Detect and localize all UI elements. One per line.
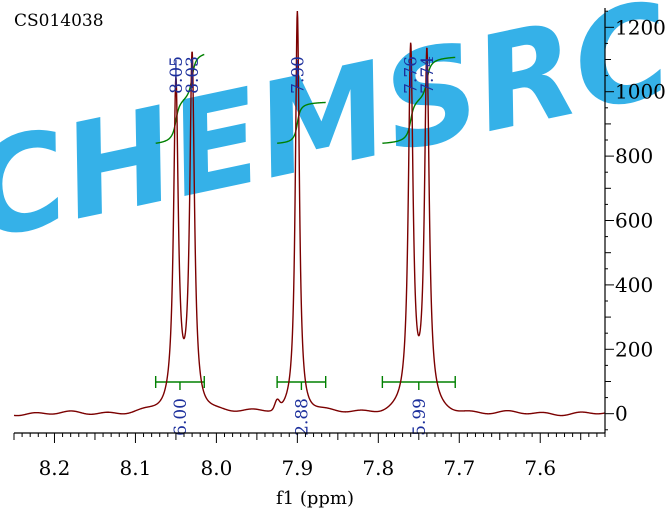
peak-label-3: 7.90 [288, 56, 308, 94]
y-axis: 0 200 400 600 800 1000 1200 [604, 8, 666, 433]
peak-label-layer: 8.058.03 7.90 7.767.74 [167, 56, 438, 94]
x-tick-label: 8.2 [39, 456, 71, 480]
spectrum-line [13, 10, 606, 417]
watermark-text: CHEMSRC [0, 0, 670, 269]
peak-label-5: 7.74 [418, 56, 438, 94]
peak-label-4: 7.76 [402, 56, 422, 94]
integral-curve-2 [277, 101, 326, 144]
y-tick-label: 0 [615, 402, 628, 426]
x-tick-label: 8.0 [200, 456, 232, 480]
y-tick-label: 800 [615, 144, 653, 168]
x-tick-label: 7.7 [443, 456, 475, 480]
y-tick-label: 1200 [615, 15, 666, 39]
peak-label-1: 8.05 [167, 56, 187, 94]
x-tick-label: 7.6 [524, 456, 556, 480]
x-tick-label: 8.1 [120, 456, 152, 480]
integral-curve-3 [382, 56, 456, 144]
y-tick-label: 200 [615, 337, 653, 361]
integral-value-3: 5.99 [410, 398, 430, 436]
integral-curve-1 [155, 53, 205, 144]
peak-label-2: 8.03 [183, 56, 203, 94]
x-tick-label: 7.9 [281, 456, 313, 480]
integral-layer: 6.00 2.88 5.99 [154, 53, 456, 436]
watermark-layer: CHEMSRC [0, 0, 670, 269]
integral-value-1: 6.00 [171, 398, 191, 436]
x-axis: 8.2 8.1 8.0 7.9 7.8 7.7 7.6 [13, 432, 606, 480]
x-axis-title: f1 (ppm) [276, 488, 354, 509]
y-tick-label: 1000 [615, 80, 666, 104]
y-tick-label: 600 [615, 209, 653, 233]
x-tick-label: 7.8 [362, 456, 394, 480]
chart-title: CS014038 [14, 11, 104, 31]
y-tick-label: 400 [615, 273, 653, 297]
integral-value-2: 2.88 [292, 398, 312, 436]
